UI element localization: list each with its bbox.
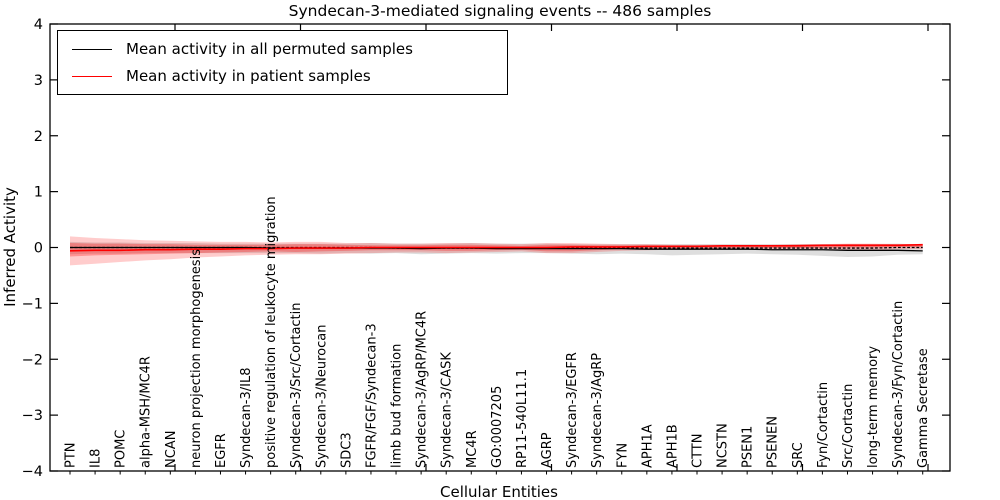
legend-item-permuted: Mean activity in all permuted samples bbox=[70, 40, 507, 58]
y-axis-label: Inferred Activity bbox=[1, 187, 19, 307]
x-category-label: SDC3 bbox=[339, 432, 354, 468]
x-category-label: AGRP bbox=[540, 432, 555, 468]
legend-item-patient: Mean activity in patient samples bbox=[70, 67, 507, 85]
x-category-label: GO:0007205 bbox=[490, 386, 505, 468]
x-category-label: SRC bbox=[791, 442, 806, 468]
x-category-label: PSEN1 bbox=[741, 426, 756, 468]
x-category-label: Syndecan-3/AgRP bbox=[590, 353, 605, 468]
chart-title: Syndecan-3-mediated signaling events -- … bbox=[288, 2, 712, 20]
x-category-label: Syndecan-3/Src/Cortactin bbox=[289, 302, 304, 468]
x-category-label: EGFR bbox=[214, 433, 229, 468]
x-category-label: limb bud formation bbox=[390, 344, 405, 468]
x-category-label: FGFR/FGF/Syndecan-3 bbox=[364, 323, 379, 468]
mean-activity-in-patient-samples-line bbox=[69, 243, 923, 252]
y-tick-label: 2 bbox=[34, 129, 43, 145]
permuted-line-swatch bbox=[72, 48, 112, 50]
x-category-label: APH1A bbox=[640, 424, 655, 468]
x-category-label: CTTN bbox=[691, 434, 706, 468]
x-category-label: POMC bbox=[114, 430, 129, 468]
legend-label-patient: Mean activity in patient samples bbox=[126, 67, 371, 85]
x-category-label: Fyn/Cortactin bbox=[816, 382, 831, 468]
y-tick-label: 0 bbox=[34, 241, 43, 257]
mean-activity-in-all-permuted-samples-line bbox=[70, 246, 923, 252]
x-category-label: FYN bbox=[615, 443, 630, 468]
y-tick-label: 1 bbox=[34, 185, 43, 201]
x-category-label: Syndecan-3/AgRP/MC4R bbox=[415, 311, 430, 468]
x-category-label: Syndecan-3/IL8 bbox=[239, 368, 254, 468]
x-category-label: RP11-540L11.1 bbox=[515, 369, 530, 468]
x-category-label: alpha-MSH/MC4R bbox=[139, 356, 154, 468]
x-category-label: MC4R bbox=[465, 430, 480, 468]
x-category-label: PTN bbox=[64, 442, 79, 468]
x-category-label: Syndecan-3/Neurocan bbox=[314, 325, 329, 468]
permuted-samples-median-line bbox=[70, 246, 923, 249]
x-category-label: Syndecan-3/Fyn/Cortactin bbox=[891, 301, 906, 468]
y-tick-label: 4 bbox=[34, 17, 43, 33]
x-category-label: PSENEN bbox=[766, 416, 781, 468]
y-tick-label: 3 bbox=[34, 73, 43, 89]
legend: Mean activity in all permuted samples Me… bbox=[57, 30, 508, 95]
x-category-label: APH1B bbox=[665, 424, 680, 468]
x-category-label: positive regulation of leukocyte migrati… bbox=[264, 196, 279, 468]
y-tick-label: −3 bbox=[22, 408, 43, 424]
y-tick-label: −1 bbox=[22, 296, 43, 312]
x-category-label: IL8 bbox=[89, 449, 104, 468]
x-category-label: NCSTN bbox=[716, 423, 731, 468]
x-category-label: long-term memory bbox=[866, 346, 881, 468]
x-category-label: Syndecan-3/CASK bbox=[440, 352, 455, 468]
patient-line-swatch bbox=[72, 75, 112, 77]
x-category-label: Gamma Secretase bbox=[916, 348, 931, 468]
patient-samples-outer-band bbox=[70, 236, 923, 266]
x-category-label: Syndecan-3/EGFR bbox=[565, 352, 580, 468]
y-tick-label: −2 bbox=[22, 352, 43, 368]
x-axis-label: Cellular Entities bbox=[440, 483, 558, 500]
x-category-label: neuron projection morphogenesis bbox=[189, 249, 204, 468]
x-category-label: Src/Cortactin bbox=[841, 384, 856, 468]
y-tick-label: −4 bbox=[22, 464, 43, 480]
legend-label-permuted: Mean activity in all permuted samples bbox=[126, 40, 413, 58]
x-category-label: NCAN bbox=[164, 431, 179, 468]
